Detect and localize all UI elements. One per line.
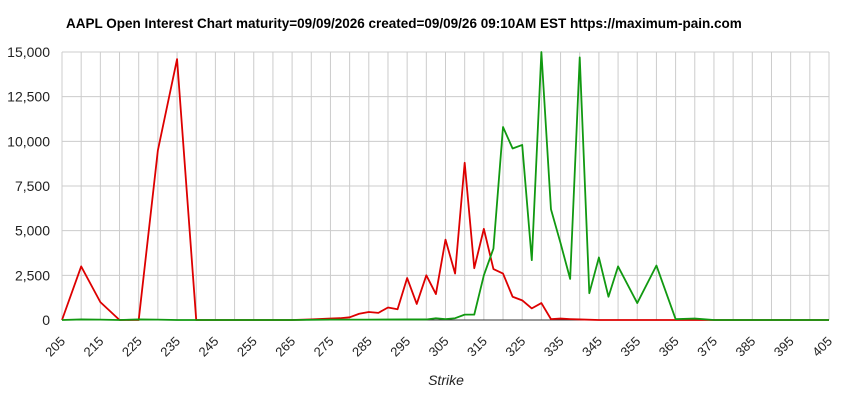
y-tick-label: 15,000 xyxy=(7,44,50,60)
x-tick-label: 235 xyxy=(157,334,183,360)
y-tick-label: 10,000 xyxy=(7,133,50,149)
x-tick-label: 355 xyxy=(617,334,643,360)
x-tick-label: 255 xyxy=(234,334,260,360)
x-tick-label: 275 xyxy=(311,334,337,360)
y-tick-label: 0 xyxy=(42,312,50,328)
x-tick-label: 345 xyxy=(579,334,605,360)
series-layer xyxy=(61,51,829,321)
chart-title: AAPL Open Interest Chart maturity=09/09/… xyxy=(66,16,742,31)
x-tick-label: 305 xyxy=(426,334,452,360)
x-tick-label: 405 xyxy=(809,334,835,360)
x-tick-label: 245 xyxy=(196,334,222,360)
x-tick-label: 385 xyxy=(732,334,758,360)
y-tick-labels: 0 2,500 5,000 7,500 10,000 12,500 15,000 xyxy=(7,44,50,328)
x-tick-label: 285 xyxy=(349,334,375,360)
y-tick-label: 2,500 xyxy=(15,267,50,283)
y-tick-label: 7,500 xyxy=(15,178,50,194)
y-tick-label: 12,500 xyxy=(7,89,50,105)
grid-layer xyxy=(61,51,830,321)
x-tick-label: 365 xyxy=(656,334,682,360)
x-tick-label: 265 xyxy=(272,334,298,360)
x-tick-label: 335 xyxy=(541,334,567,360)
x-tick-label: 395 xyxy=(771,334,797,360)
x-tick-label: 225 xyxy=(119,334,145,360)
x-tick-label: 205 xyxy=(42,334,68,360)
x-tick-label: 215 xyxy=(81,334,107,360)
x-tick-label: 375 xyxy=(694,334,720,360)
x-tick-label: 295 xyxy=(387,334,413,360)
series-line-green xyxy=(61,51,829,321)
x-tick-label: 325 xyxy=(502,334,528,360)
x-axis-label: Strike xyxy=(428,372,464,388)
x-tick-labels: 205 215 225 235 245 255 265 275 285 295 305 315 325 3… xyxy=(42,334,835,360)
x-tick-label: 315 xyxy=(464,334,490,360)
y-tick-label: 5,000 xyxy=(15,223,50,239)
